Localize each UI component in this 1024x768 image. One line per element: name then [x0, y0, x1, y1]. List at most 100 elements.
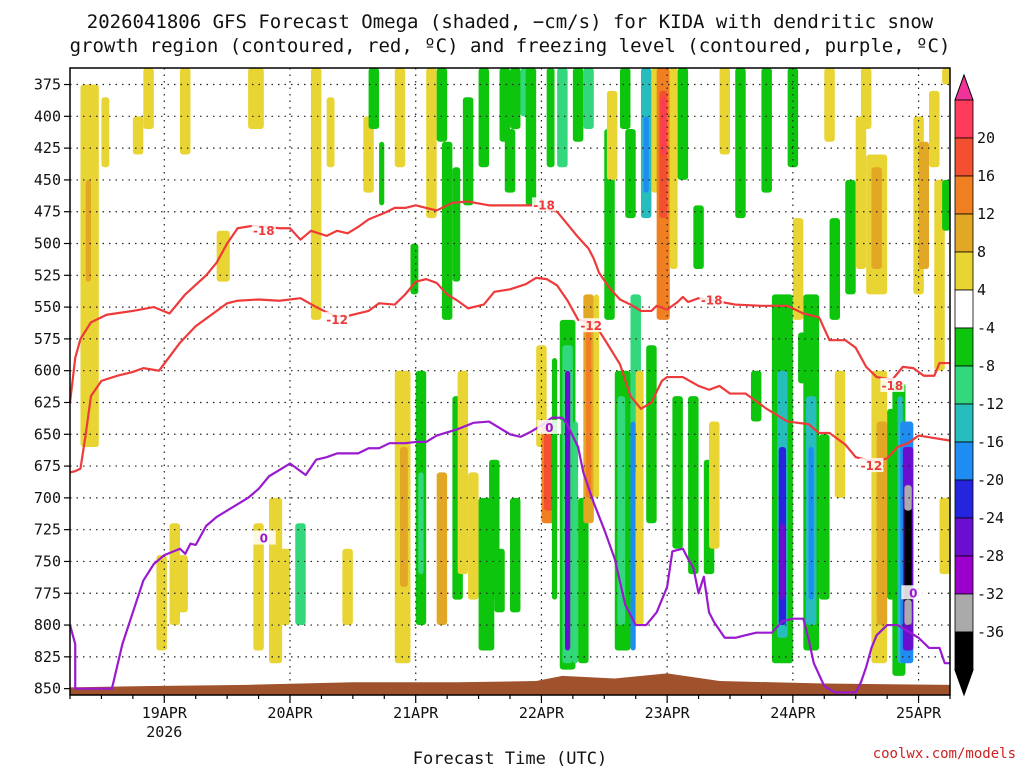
- omega-cell: [719, 68, 730, 155]
- omega-cell: [565, 370, 571, 651]
- dgz-minus12-line: [69, 276, 951, 474]
- omega-cell: [620, 68, 631, 130]
- omega-cell: [253, 523, 264, 651]
- omega-cell: [143, 68, 154, 130]
- y-tick-label: 825: [34, 648, 61, 666]
- y-tick-label: 400: [34, 107, 61, 125]
- colorbar-swatch: [954, 251, 974, 291]
- freezing-0-label: 0: [545, 421, 553, 435]
- omega-cell: [85, 179, 91, 282]
- omega-cell: [585, 319, 592, 498]
- omega-cell: [942, 68, 950, 85]
- freezing-0-label: 0: [909, 586, 917, 600]
- omega-cell: [904, 497, 912, 613]
- dgz-minus18-label: -18: [882, 379, 904, 393]
- omega-cell: [546, 68, 555, 168]
- omega-cell: [660, 97, 667, 155]
- y-tick-label: 775: [34, 584, 61, 602]
- colorbar-label: -16: [977, 433, 1004, 451]
- x-tick-label: 25APR: [896, 704, 942, 722]
- colorbar-swatch: [954, 631, 974, 671]
- omega-cell: [635, 370, 644, 626]
- colorbar-swatch: [954, 441, 974, 481]
- omega-cell: [478, 68, 490, 168]
- omega-cell: [939, 497, 950, 575]
- colorbar-label: -8: [977, 357, 995, 375]
- omega-cell: [761, 68, 772, 193]
- y-tick-label: 575: [34, 330, 61, 348]
- x-axis-label: Forecast Time (UTC): [413, 749, 607, 768]
- colorbar-swatch: [954, 365, 974, 405]
- omega-cell: [572, 421, 579, 664]
- colorbar-label: -4: [977, 319, 995, 337]
- colorbar-label: -36: [977, 623, 1004, 641]
- y-tick-label: 375: [34, 76, 61, 94]
- omega-cell: [295, 523, 306, 626]
- omega-cell: [808, 446, 814, 600]
- dgz-minus18-label-bg: [880, 377, 905, 392]
- y-tick-label: 700: [34, 489, 61, 507]
- omega-cell: [709, 421, 720, 549]
- omega-cell: [677, 68, 689, 180]
- omega-cell: [643, 116, 649, 193]
- omega-cell: [279, 548, 290, 626]
- dgz-minus12-label-bg: [325, 311, 350, 326]
- colorbar-swatch: [954, 403, 974, 443]
- omega-cell: [693, 205, 704, 269]
- omega-cell: [929, 90, 940, 168]
- colorbar-top-arrow: [954, 73, 974, 101]
- y-axis: 375 400 425 450 475 500 525 550 575 600 625 650 675 7…: [34, 76, 70, 698]
- dgz-minus12-label: -12: [326, 313, 348, 327]
- omega-cell: [934, 179, 945, 371]
- y-tick-label: 750: [34, 552, 61, 570]
- omega-cell: [363, 116, 374, 193]
- omega-cell: [525, 68, 537, 206]
- colorbar: 20 16 12 8 4 -4 -8 -12 -16 -20 -24 -28 -32 -36: [954, 73, 1004, 697]
- omega-cell: [625, 129, 636, 219]
- omega-cell: [551, 357, 558, 600]
- omega-cell: [216, 230, 230, 282]
- omega-cell: [942, 179, 950, 231]
- terrain-fill: [70, 673, 950, 695]
- omega-cell: [394, 68, 406, 168]
- omega-cell: [436, 68, 448, 142]
- omega-cell: [452, 167, 461, 282]
- omega-cell: [918, 141, 930, 269]
- omega-cell: [504, 129, 516, 193]
- omega-cell: [792, 218, 804, 320]
- colorbar-label: 4: [977, 281, 986, 299]
- y-tick-label: 800: [34, 616, 61, 634]
- omega-cell: [750, 370, 762, 422]
- omega-cell: [368, 68, 380, 130]
- omega-cell: [156, 555, 167, 651]
- omega-cell: [593, 294, 600, 498]
- credit-link[interactable]: coolwx.com/models: [873, 746, 1016, 762]
- omega-cell: [904, 485, 912, 511]
- omega-cell: [510, 497, 521, 613]
- y-tick-label: 475: [34, 203, 61, 221]
- colorbar-label: -32: [977, 585, 1004, 603]
- omega-cell: [583, 68, 594, 130]
- dgz-minus12-label-bg: [859, 458, 884, 473]
- omega-cell: [400, 446, 408, 587]
- freezing-0-label-bg: [537, 419, 562, 434]
- chart-title-line2: growth region (contoured, red, ºC) and f…: [70, 35, 951, 57]
- y-tick-label: 650: [34, 425, 61, 443]
- omega-cell: [578, 497, 589, 664]
- omega-cell: [606, 90, 618, 180]
- omega-cell: [669, 68, 678, 269]
- omega-cell: [572, 68, 584, 142]
- freezing-0-label-bg: [901, 585, 926, 600]
- x-tick-label: 23APR: [645, 704, 691, 722]
- omega-cell: [672, 396, 683, 549]
- y-tick-label: 675: [34, 457, 61, 475]
- omega-cell: [630, 421, 636, 651]
- colorbar-swatch: [954, 213, 974, 253]
- omega-cell: [845, 179, 856, 295]
- omega-cell: [248, 68, 264, 130]
- omega-cell: [101, 97, 110, 168]
- dgz-minus12-label-bg: [579, 318, 604, 333]
- y-tick-label: 725: [34, 521, 61, 539]
- x-tick-label: 20APR: [267, 704, 313, 722]
- colorbar-swatch: [954, 517, 974, 557]
